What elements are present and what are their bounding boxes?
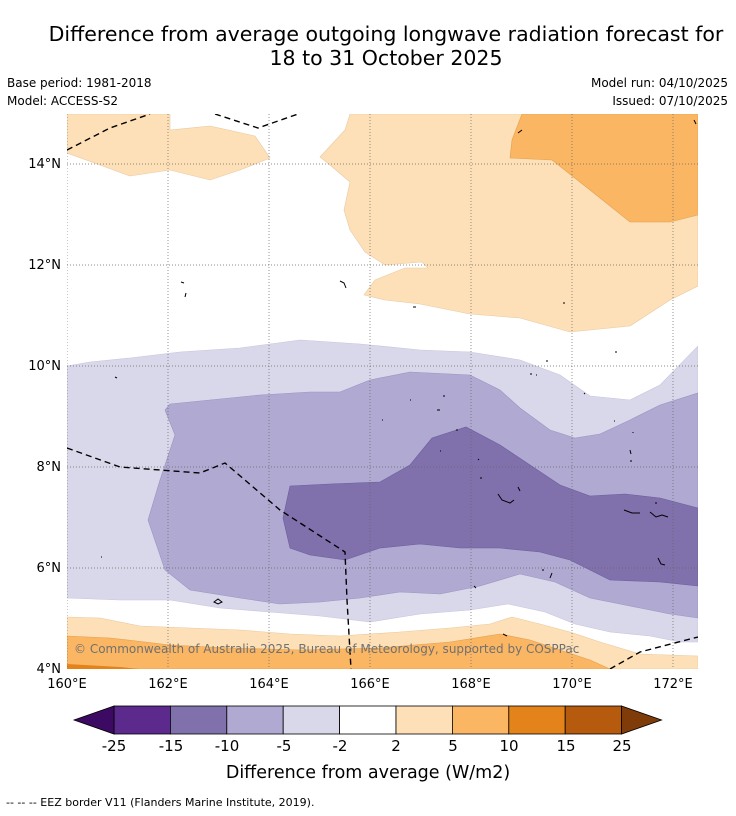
island [583, 392, 586, 395]
x-tick-label: 166°E [350, 677, 390, 692]
colorbar-cells [72, 705, 663, 735]
base-period-text: Base period: 1981-2018 [7, 76, 152, 90]
colorbar-tick-label: -15 [159, 737, 184, 755]
colorbar-label: Difference from average (W/m2) [226, 763, 510, 783]
island [497, 486, 521, 504]
model-run-text: Model run: 04/10/2025 [590, 76, 728, 90]
colorbar: -25 -15 -10 -5 -2 2 5 10 15 25 Differenc… [72, 705, 663, 783]
y-tick-label: 12°N [28, 258, 61, 273]
y-tick-label: 8°N [37, 460, 62, 475]
colorbar-tick-label: -25 [102, 737, 127, 755]
island [542, 569, 553, 579]
island [473, 585, 477, 589]
colorbar-tick-label: -2 [333, 737, 348, 755]
colorbar-tick-label: 25 [612, 737, 631, 755]
title-line-2: 18 to 31 October 2025 [269, 46, 503, 70]
island [502, 633, 508, 637]
colorbar-tick-label: 2 [391, 737, 401, 755]
colorbar-cell [226, 705, 284, 735]
colorbar-cell [339, 705, 397, 735]
colorbar-tick-label: -5 [277, 737, 292, 755]
island [410, 395, 445, 411]
colorbar-cell [282, 705, 341, 735]
colorbar-tick-label: 5 [448, 737, 458, 755]
x-tick-label: 164°E [249, 677, 289, 692]
grid-lines [67, 114, 698, 669]
x-tick-label: 162°E [148, 677, 188, 692]
colorbar-ticks: -25 -15 -10 -5 -2 2 5 10 15 25 [102, 737, 632, 755]
chart-title: Difference from average outgoing longwav… [0, 22, 736, 70]
colorbar-cell [395, 705, 453, 735]
x-tick-label: 160°E [47, 677, 87, 692]
region-pos-10-15-south [67, 664, 140, 669]
island [184, 292, 187, 298]
island [693, 119, 697, 125]
colorbar-tick-label: 15 [556, 737, 575, 755]
title-line-1: Difference from average outgoing longwav… [48, 22, 724, 46]
region-neg-10-15 [282, 426, 698, 587]
colorbar-cell [564, 705, 623, 735]
eez-border-marshall-west [67, 447, 352, 669]
colorbar-cell [508, 705, 566, 735]
island [614, 420, 634, 433]
map-area: © Commonwealth of Australia 2025, Bureau… [67, 114, 698, 669]
y-axis: 4°N 6°N 8°N 10°N 12°N 14°N [28, 157, 61, 677]
eez-border-north-2 [214, 114, 299, 129]
region-pos-2-5-northwest [67, 114, 271, 181]
islands [101, 119, 697, 637]
region-pos-5-10-northeast [509, 114, 698, 223]
copyright-text: © Commonwealth of Australia 2025, Bureau… [74, 642, 579, 656]
y-tick-label: 6°N [37, 561, 62, 576]
x-axis: 160°E 162°E 164°E 166°E 168°E 170°E 172°… [47, 677, 693, 692]
y-tick-label: 10°N [28, 359, 61, 374]
eez-border-southeast [609, 636, 698, 669]
x-tick-label: 168°E [451, 677, 491, 692]
island [477, 458, 482, 479]
island [114, 376, 118, 379]
issued-text: Issued: 07/10/2025 [612, 94, 728, 108]
island [629, 449, 632, 462]
colorbar-tick-label: 10 [499, 737, 518, 755]
region-pos-5-10-south [67, 633, 611, 669]
island [657, 557, 666, 566]
x-tick-label: 170°E [552, 677, 592, 692]
y-tick-label: 14°N [28, 157, 61, 172]
colorbar-cell [169, 705, 228, 735]
colorbar-tick-label: -10 [215, 737, 240, 755]
island [440, 429, 458, 452]
eez-legend-note: -- -- -- EEZ border V11 (Flanders Marine… [6, 796, 315, 809]
colorbar-cell [113, 705, 171, 735]
model-text: Model: ACCESS-S2 [7, 94, 119, 108]
meta-left: Base period: 1981-2018 Model: ACCESS-S2 [7, 74, 152, 110]
island [517, 129, 523, 134]
meta-right: Model run: 04/10/2025 Issued: 07/10/2025 [591, 74, 728, 110]
eez-borders [67, 114, 698, 669]
colorbar-extend-min [72, 705, 115, 735]
island [180, 281, 185, 284]
island [213, 598, 223, 605]
colorbar-extend-max [621, 705, 663, 735]
island [530, 373, 537, 376]
island [623, 502, 669, 518]
colorbar-cell [451, 705, 510, 735]
y-tick-label: 4°N [37, 662, 62, 677]
island [339, 280, 347, 289]
x-tick-label: 172°E [653, 677, 693, 692]
